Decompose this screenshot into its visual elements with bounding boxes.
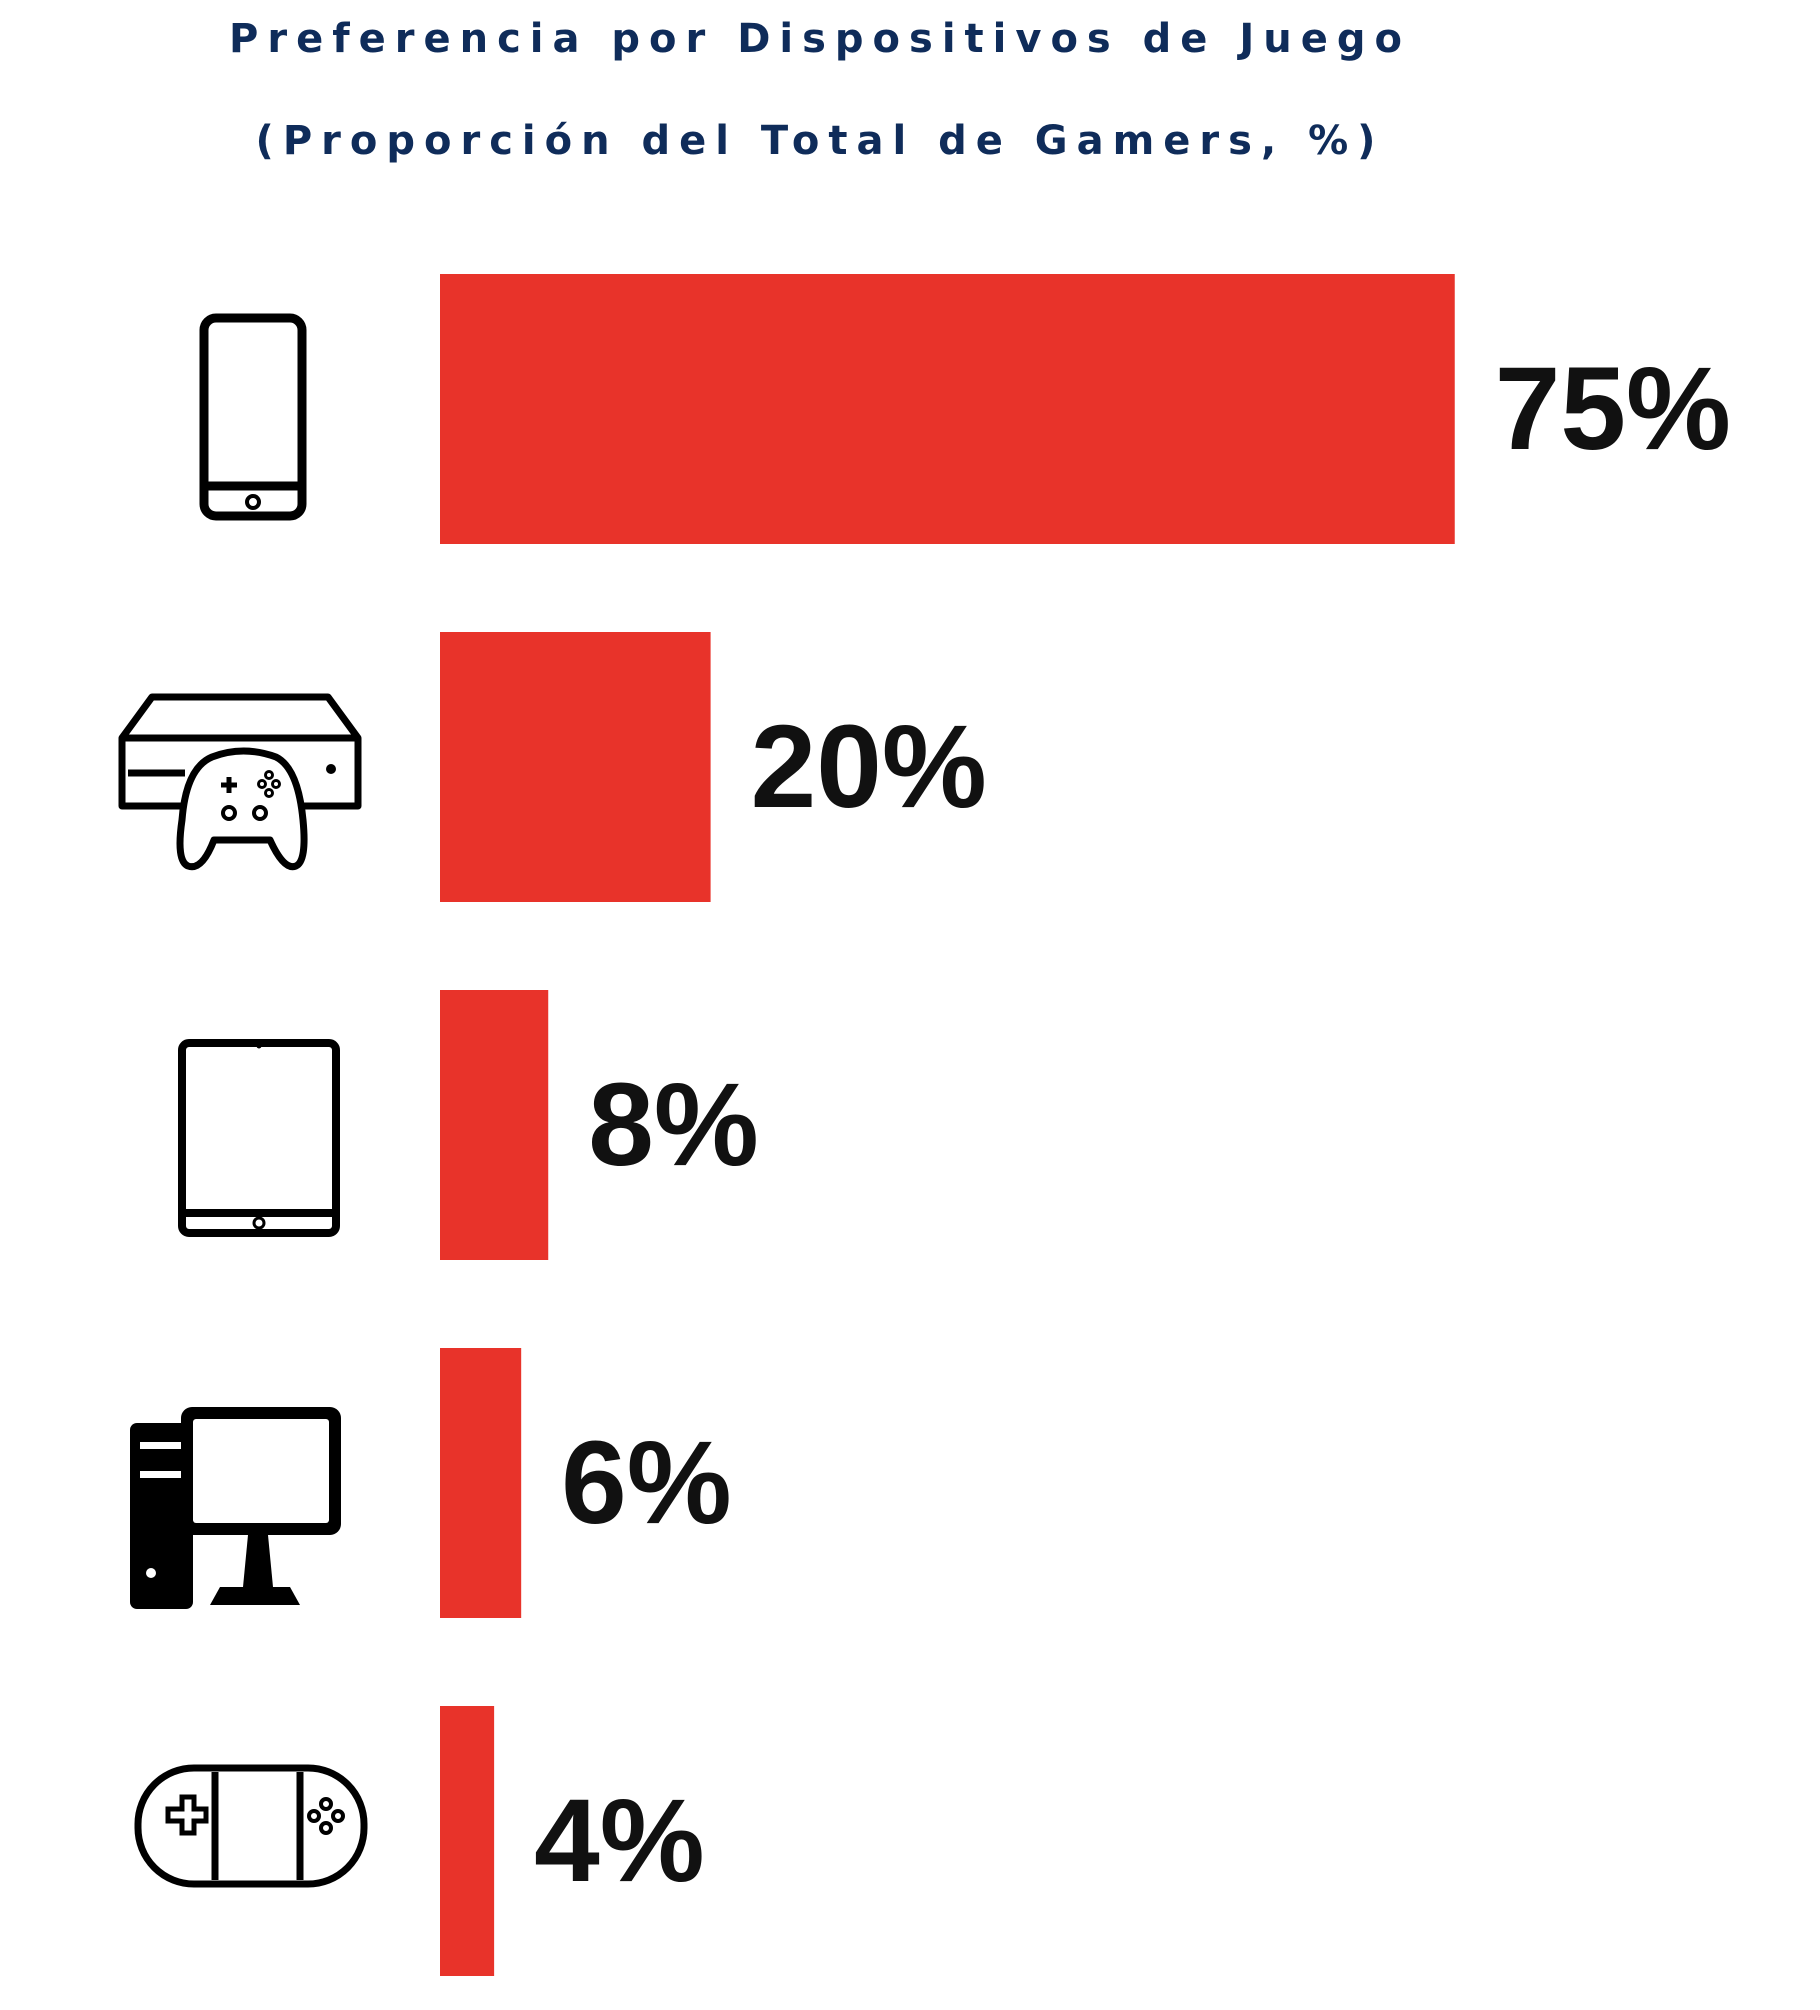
bar-tablet <box>440 990 549 1260</box>
bar-console <box>440 632 711 902</box>
value-label: 6% <box>561 1417 732 1549</box>
value-label: 4% <box>534 1775 705 1907</box>
value-label: 75% <box>1495 343 1731 475</box>
value-label: 20% <box>751 701 987 833</box>
chart-title: Preferencia por Dispositivos de Juego <box>229 16 1411 62</box>
handheld-console-icon <box>134 1764 368 1888</box>
bar-desktop-pc <box>440 1348 522 1618</box>
value-label: 8% <box>588 1059 759 1191</box>
bar-handheld-console <box>440 1706 495 1976</box>
value-labels-group: 75% 20% 8% 6% 4% <box>534 343 1731 1907</box>
bars-group <box>440 274 1455 1976</box>
desktop-pc-icon <box>130 1407 341 1609</box>
console-icon <box>118 693 362 871</box>
chart-subtitle: (Proporción del Total de Gamers, %) <box>255 118 1385 164</box>
bar-smartphone <box>440 274 1455 544</box>
tablet-icon <box>178 1039 340 1237</box>
smartphone-icon <box>199 313 307 521</box>
